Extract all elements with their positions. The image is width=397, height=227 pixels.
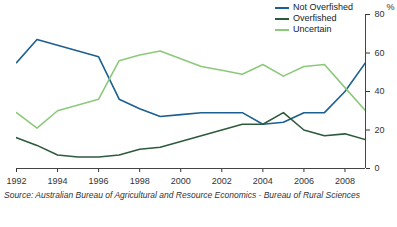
svg-text:1992: 1992 [6,176,26,186]
svg-text:2006: 2006 [294,176,314,186]
svg-text:60: 60 [375,48,385,58]
svg-text:1996: 1996 [89,176,109,186]
html-text:Uncertain: Uncertain [293,24,332,34]
svg-text:2008: 2008 [335,176,355,186]
svg-text:2004: 2004 [253,176,273,186]
html-text:Overfished: Overfished [293,13,337,23]
html-text:Not Overfished: Not Overfished [293,2,353,12]
svg-text:2000: 2000 [171,176,191,186]
svg-text:1998: 1998 [130,176,150,186]
html-text:Source: Australian Bureau of A: Source: Australian Bureau of Agricultura… [4,190,361,200]
svg-text:80: 80 [375,9,385,19]
svg-text:40: 40 [375,86,385,96]
svg-text:%: % [386,2,394,12]
svg-text:20: 20 [375,125,385,135]
svg-text:2002: 2002 [212,176,232,186]
svg-text:1994: 1994 [48,176,68,186]
svg-text:0: 0 [375,163,380,173]
